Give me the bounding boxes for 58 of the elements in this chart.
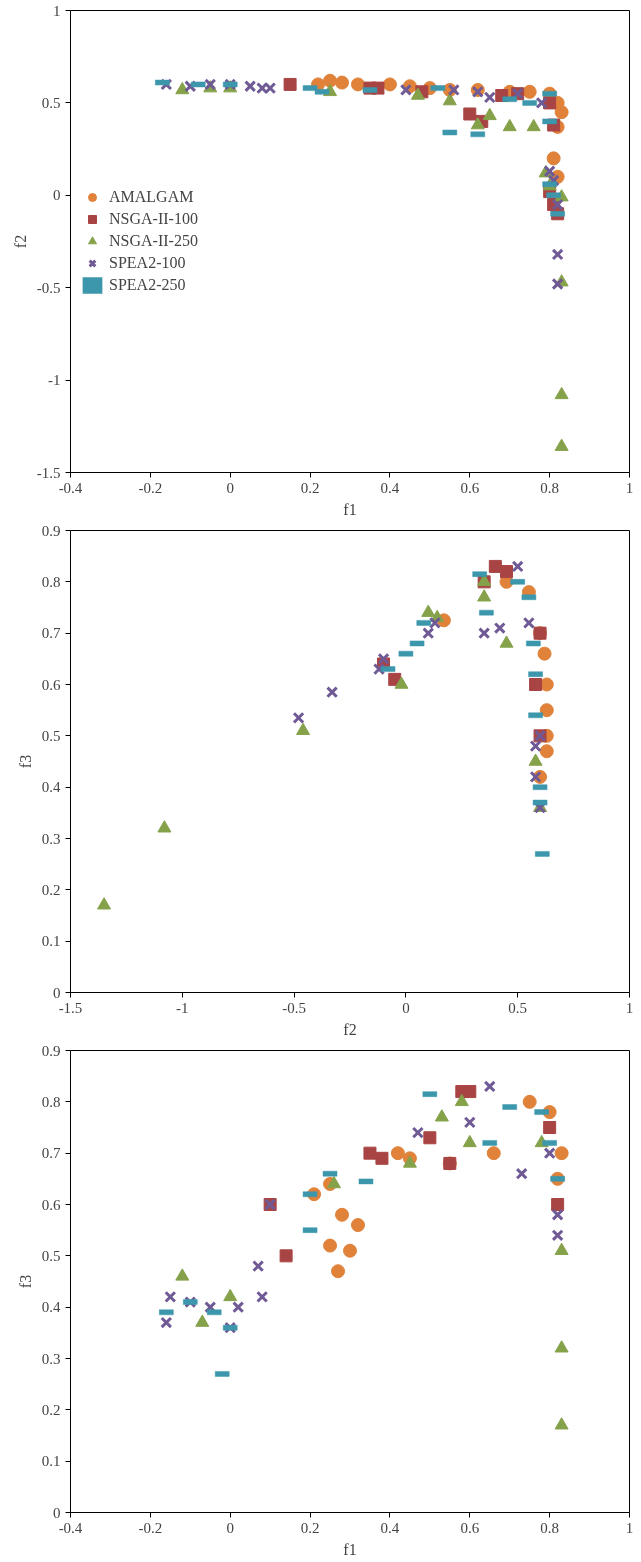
- y-tick-label: 0.5: [41, 1247, 61, 1264]
- x-axis-title: f1: [343, 500, 357, 518]
- y-tick-label: -1.5: [36, 464, 61, 481]
- y-tick-label: 0.2: [41, 881, 61, 898]
- x-tick-label: 0: [402, 999, 410, 1016]
- y-tick-label: -0.5: [36, 279, 61, 296]
- y-tick-label: 0: [53, 187, 61, 204]
- x-tick-label: 1: [625, 1519, 634, 1536]
- y-tick-label: 0.1: [41, 1453, 61, 1470]
- x-axis-title: f1: [343, 1540, 357, 1558]
- x-tick-label: 0: [226, 479, 234, 496]
- x-tick-label: -0.4: [58, 479, 83, 496]
- x-tick-label: 0.6: [460, 479, 480, 496]
- legend-label: SPEA2-100: [109, 254, 186, 272]
- legend-label: NSGA-II-100: [109, 210, 198, 228]
- y-tick-label: 0.5: [41, 94, 61, 111]
- y-tick-label: 0.4: [41, 779, 61, 796]
- y-axis-title: f3: [16, 754, 34, 769]
- x-tick-label: 1: [625, 999, 634, 1016]
- y-tick-label: 0: [53, 1504, 61, 1521]
- y-tick-label: 0.3: [41, 1350, 61, 1367]
- y-tick-label: 0.7: [41, 1145, 61, 1162]
- y-tick-label: 1: [53, 2, 61, 19]
- x-tick-label: 0.2: [300, 1519, 320, 1536]
- x-tick-label: 0.4: [380, 1519, 400, 1536]
- y-axis-title: f2: [11, 234, 29, 249]
- x-tick-label: 0.8: [540, 1519, 560, 1536]
- x-tick-label: 0: [226, 1519, 234, 1536]
- x-tick-label: -0.2: [138, 1519, 163, 1536]
- x-tick-label: -0.2: [138, 479, 163, 496]
- y-tick-label: 0.8: [41, 1093, 61, 1110]
- y-tick-label: 0: [53, 984, 61, 1001]
- x-tick-label: -1: [176, 999, 189, 1016]
- y-tick-label: 0.7: [41, 625, 61, 642]
- x-tick-label: 1: [625, 479, 634, 496]
- y-tick-label: 0.6: [41, 676, 61, 693]
- x-axis-title: f2: [343, 1020, 357, 1038]
- y-tick-label: 0.4: [41, 1299, 61, 1316]
- legend-label: AMALGAM: [109, 188, 194, 206]
- y-tick-label: 0.8: [41, 573, 61, 590]
- x-tick-label: -0.5: [282, 999, 306, 1016]
- y-tick-label: 0.2: [41, 1401, 61, 1418]
- x-tick-label: 0.4: [380, 479, 400, 496]
- y-tick-label: -1: [48, 372, 61, 389]
- y-tick-label: 0.9: [41, 1042, 61, 1059]
- x-tick-label: 0.5: [508, 999, 528, 1016]
- y-tick-label: 0.6: [41, 1196, 61, 1213]
- x-tick-label: 0.8: [540, 479, 560, 496]
- y-axis-title: f3: [16, 1274, 34, 1289]
- y-tick-label: 0.1: [41, 933, 61, 950]
- y-tick-label: 0.9: [41, 522, 61, 539]
- legend-label: NSGA-II-250: [109, 232, 198, 250]
- x-tick-label: 0.2: [300, 479, 320, 496]
- x-tick-label: 0.6: [460, 1519, 480, 1536]
- legend-label: SPEA2-250: [109, 276, 186, 294]
- y-tick-label: 0.5: [41, 727, 61, 744]
- x-tick-label: -0.4: [58, 1519, 83, 1536]
- y-tick-label: 0.3: [41, 830, 61, 847]
